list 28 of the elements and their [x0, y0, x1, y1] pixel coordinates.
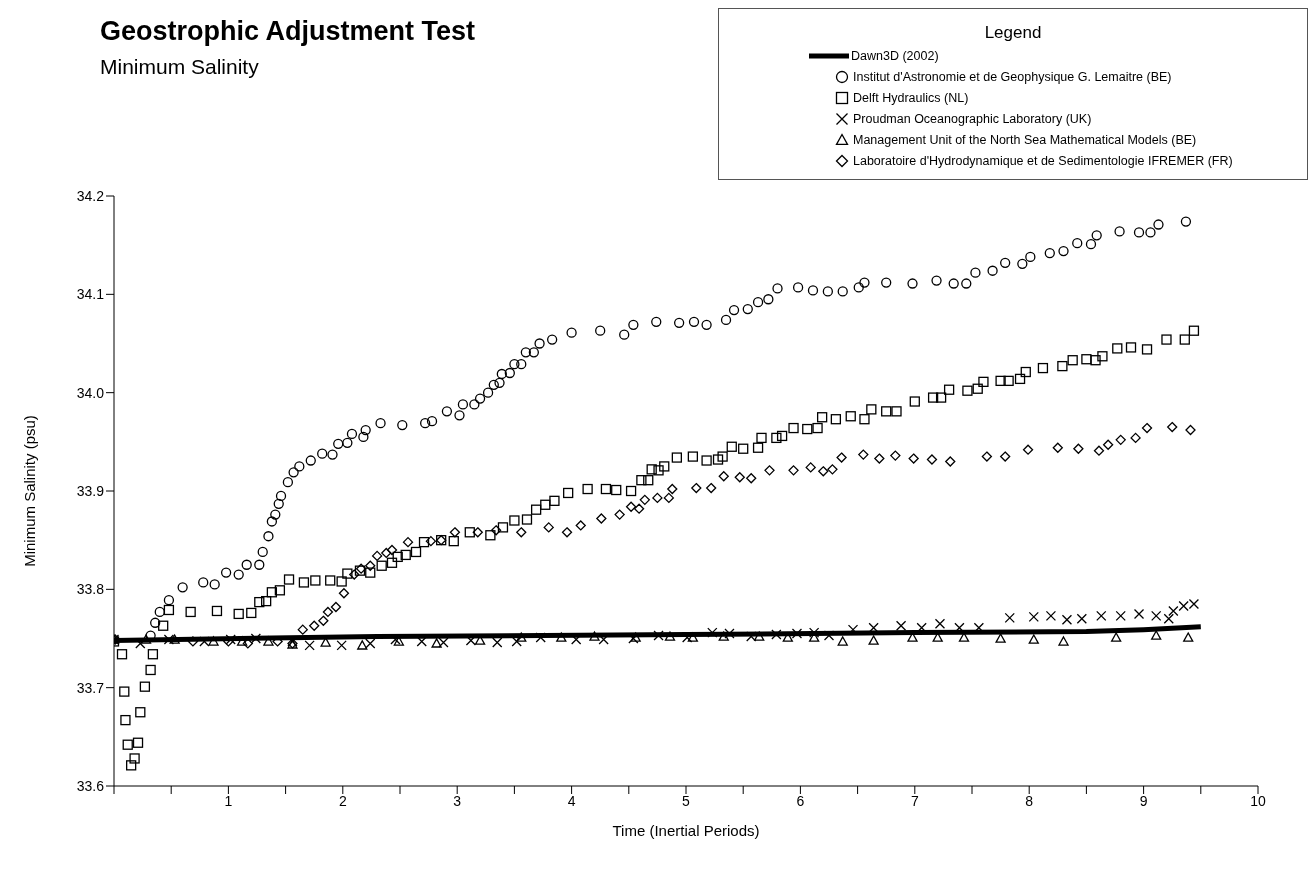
x-tick-label: 3	[453, 792, 462, 809]
y-tick-label: 34.0	[76, 384, 105, 401]
y-tick-label: 33.8	[76, 581, 105, 598]
y-tick-label: 33.7	[76, 679, 105, 696]
legend-label: Laboratoire d'Hydrodynamique et de Sedimentologie IFREMER (FR)	[853, 153, 1233, 168]
x-tick-label: 10	[1250, 792, 1266, 809]
x-tick-label: 6	[796, 792, 805, 809]
legend-label: Institut d'Astronomie et de Geophysique G. Lemaitre (BE)	[853, 69, 1172, 84]
legend-label: Management Unit of the North Sea Mathematical Models (BE)	[853, 132, 1197, 147]
x-axis-title: Time (Inertial Periods)	[612, 822, 760, 839]
x-tick-label: 4	[567, 792, 576, 809]
y-tick-label: 33.9	[76, 482, 105, 499]
legend-label: Proudman Oceanographic Laboratory (UK)	[853, 111, 1092, 126]
legend-label: Delft Hydraulics (NL)	[853, 90, 969, 105]
x-tick-label: 7	[910, 792, 919, 809]
x-tick-label: 5	[682, 792, 691, 809]
y-tick-label: 34.2	[76, 187, 105, 204]
x-tick-label: 1	[224, 792, 233, 809]
y-tick-label: 34.1	[76, 286, 105, 303]
x-tick-label: 9	[1139, 792, 1148, 809]
y-axis-title: Minimum Salinity (psu)	[21, 415, 39, 567]
x-tick-label: 8	[1025, 792, 1034, 809]
chart-title: Geostrophic Adjustment Test	[100, 16, 476, 47]
chart-subtitle: Minimum Salinity	[100, 55, 260, 79]
x-tick-label: 2	[338, 792, 347, 809]
legend-title: Legend	[983, 23, 1043, 43]
legend-label: Dawn3D (2002)	[851, 48, 939, 63]
y-tick-label: 33.6	[76, 777, 105, 794]
